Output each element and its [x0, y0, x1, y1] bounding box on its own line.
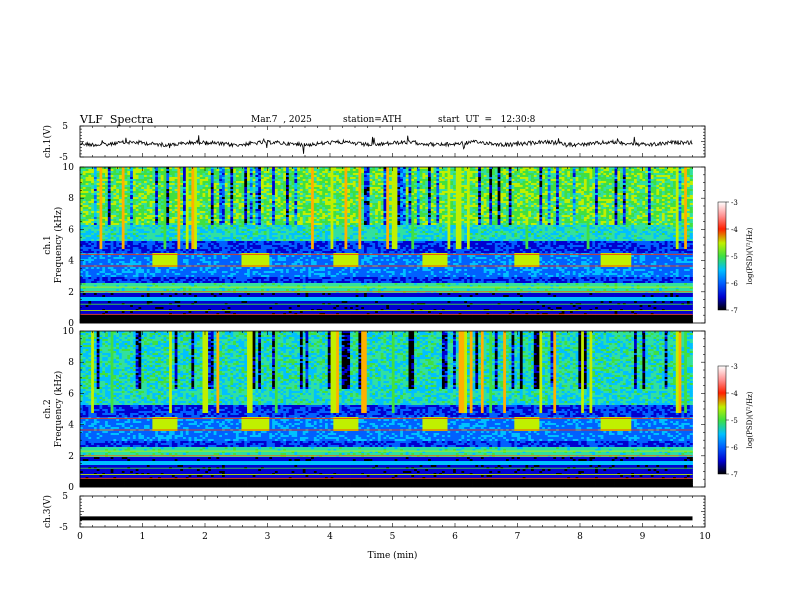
ch1-waveform-trace	[80, 135, 693, 154]
vlf-figure: 5-5ch.1(V)0246810ch.1 Frequency (kHz)-3-4…	[0, 0, 792, 612]
ch1-spectrogram	[80, 167, 693, 323]
